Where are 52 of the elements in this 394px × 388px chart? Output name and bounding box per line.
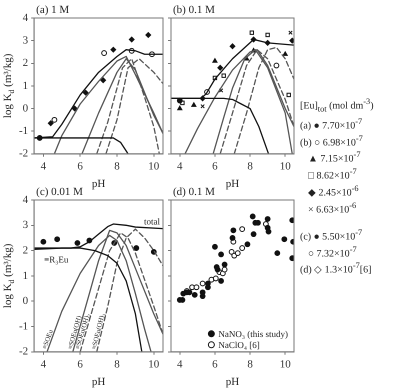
- x-tick-label: 10: [148, 160, 160, 172]
- text: (d) ◇ 1.3×10$^{-7}$[6]: [300, 260, 372, 278]
- x-tick-label: 4: [177, 358, 184, 370]
- x-axis-title: pH: [92, 376, 106, 388]
- y-tick-label: 3: [22, 34, 29, 47]
- x-tick-label: 8: [247, 160, 254, 172]
- text: (c) ● 5.50×10$^{-7}$: [300, 226, 364, 244]
- x-tick-label: 10: [280, 160, 292, 172]
- series-label: ≡R₃Eu: [44, 254, 69, 264]
- x-tick-label: 10: [280, 358, 292, 370]
- y-tick-label: 2: [22, 57, 28, 70]
- x-axis-title: pH: [226, 178, 240, 190]
- text: (a) ● 7.70×10$^{-7}$: [300, 116, 364, 133]
- series-label: total: [144, 216, 160, 227]
- text: (b) ○ 6.98×10$^{-7}$: [300, 132, 364, 150]
- x-axis-title: pH: [92, 178, 106, 190]
- x-tick-label: 4: [40, 160, 47, 172]
- y-tick-label: -1: [18, 125, 28, 138]
- x-tick-label: 4: [177, 160, 184, 172]
- text: □ 8.62×10$^{-7}$: [307, 166, 358, 184]
- y-tick-label: 1: [22, 80, 28, 92]
- chart-title: (c) 0.01 M: [36, 186, 84, 198]
- x-tick-label: 6: [212, 160, 218, 172]
- x-axis-title: pH: [226, 376, 240, 388]
- x-tick-label: 8: [114, 160, 120, 172]
- x-tick-label: 8: [114, 358, 120, 370]
- chart-title: (b) 0.1 M: [173, 4, 216, 16]
- y-tick-label: 3: [22, 219, 29, 232]
- y-tick-label: 4: [22, 194, 29, 206]
- y-tick-label: 4: [22, 12, 29, 24]
- x-tick-label: 6: [77, 358, 84, 370]
- y-tick-label: -1: [18, 320, 28, 332]
- text: ▲ 7.15×10$^{-7}$: [307, 149, 362, 166]
- text: ◆ 2.45×10$^{-6}$: [307, 183, 360, 200]
- y-tick-label: -2: [18, 346, 28, 358]
- text: ○ 7.32×10$^{-7}$: [307, 244, 358, 260]
- x-tick-label: 8: [247, 358, 254, 370]
- chart-title: (a) 1 M: [36, 4, 70, 16]
- x-tick-label: 4: [40, 358, 47, 370]
- legend-label: NaClO₄ [6]: [218, 340, 260, 350]
- x-tick-label: 10: [148, 358, 160, 370]
- y-tick-label: 2: [22, 244, 28, 256]
- legend-label: NaNO₃ (this study): [218, 328, 288, 339]
- legend-title: [Eu]$_{tot}$ (mol dm$^{-3}$): [300, 96, 375, 116]
- chart-title: (d) 0.1 M: [173, 186, 216, 198]
- y-tick-label: -2: [18, 148, 28, 160]
- x-tick-label: 6: [212, 358, 218, 370]
- y-tick-label: 0: [22, 102, 29, 114]
- x-tick-label: 6: [77, 160, 84, 172]
- y-tick-label: 1: [22, 270, 28, 282]
- text: × 6.63×10$^{-6}$: [307, 200, 358, 217]
- y-tick-label: 0: [22, 295, 29, 308]
